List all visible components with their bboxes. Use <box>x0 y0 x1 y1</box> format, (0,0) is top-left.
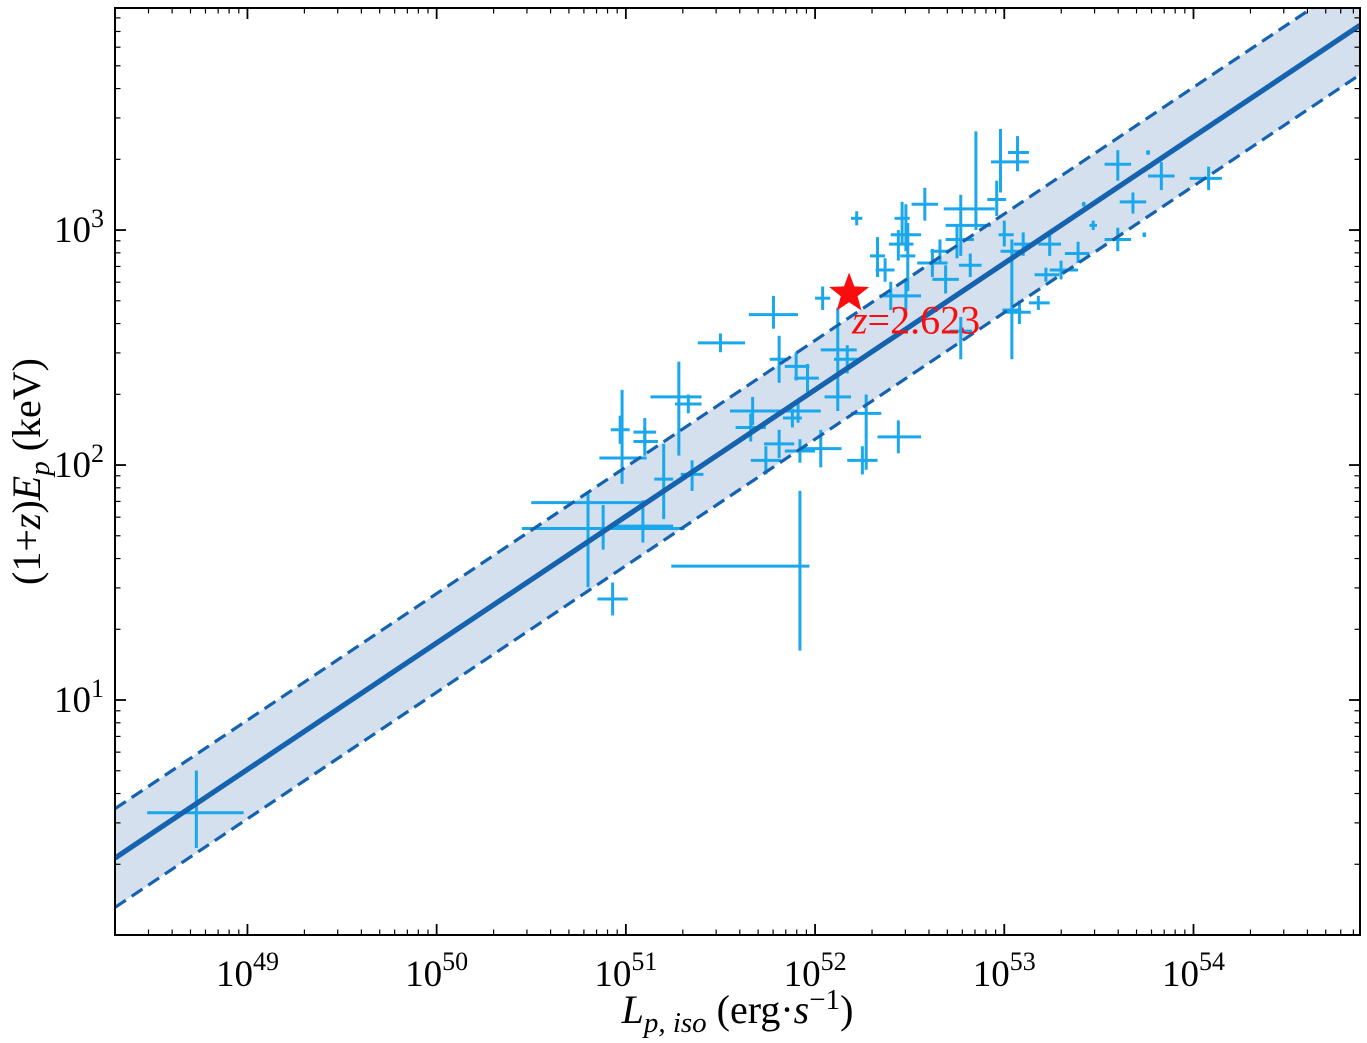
plot-area <box>115 8 1360 909</box>
error-bar-point <box>1064 241 1090 263</box>
target-star <box>829 272 870 311</box>
y-tick-label: 101 <box>54 674 104 721</box>
error-bar-point <box>949 317 973 360</box>
error-bar-point <box>890 204 922 252</box>
error-bar-point <box>1089 220 1097 231</box>
error-bar-point <box>697 333 746 353</box>
error-bar-point <box>1049 260 1079 280</box>
error-bar-point <box>851 211 863 226</box>
error-bar-point <box>1008 136 1029 172</box>
error-bar-point <box>958 253 982 278</box>
error-bar-point <box>748 295 799 329</box>
x-axis-label: Lp, iso (erg·s−1) <box>621 984 854 1039</box>
error-bar-point <box>911 187 939 221</box>
error-bar-point <box>1006 300 1031 325</box>
error-bar-point <box>1104 227 1132 252</box>
y-tick-label: 102 <box>54 439 104 486</box>
error-bar-point <box>1104 150 1132 181</box>
error-bar-point <box>847 446 878 475</box>
error-bar-point <box>987 180 1007 216</box>
error-bar-point <box>1034 267 1060 282</box>
y-tick-label: 103 <box>54 204 104 251</box>
error-bar-point <box>900 223 916 292</box>
error-bar-point <box>597 582 628 616</box>
error-bar-point <box>784 352 810 381</box>
lower-dashed-line <box>115 73 1360 909</box>
x-tick-label: 1054 <box>1162 947 1225 995</box>
upper-dashed-line <box>115 8 1315 811</box>
error-bar-point <box>1038 232 1062 256</box>
error-bar-point <box>1148 161 1175 191</box>
plot-border <box>114 7 1361 936</box>
error-bar-point <box>991 129 1029 193</box>
error-bar-point <box>671 490 810 651</box>
error-bar-point <box>633 418 657 447</box>
error-bar-point <box>794 363 819 393</box>
redshift-annotation: z=2.623 <box>851 297 980 342</box>
error-bar-point <box>763 429 795 458</box>
error-bar-point <box>729 396 776 426</box>
error-bar-point <box>815 286 831 310</box>
y-axis-label: (1+z)Ep (keV) <box>4 358 56 585</box>
error-bar-point <box>875 258 895 282</box>
x-tick-label: 1051 <box>594 947 657 995</box>
error-bar-point <box>824 382 852 411</box>
axis-ticks <box>114 8 1360 936</box>
x-tick-label: 1052 <box>784 947 847 995</box>
error-bar-point <box>750 446 782 475</box>
error-bar-point <box>147 770 244 849</box>
error-bar-point <box>1081 201 1086 207</box>
error-bar-point <box>820 307 857 397</box>
error-bar-point <box>943 131 995 231</box>
error-bar-point <box>654 443 674 520</box>
error-bar-point <box>1119 192 1147 214</box>
error-bar-point <box>650 361 702 456</box>
error-bar-point <box>890 281 922 310</box>
error-bar-point <box>945 194 992 256</box>
error-bar-point <box>1146 150 1150 155</box>
error-bar-point <box>932 265 959 294</box>
x-tick-label: 1049 <box>216 947 279 995</box>
error-bar-point <box>877 420 922 454</box>
error-bar-point <box>610 415 630 444</box>
confidence-band <box>115 8 1360 908</box>
x-tick-label: 1053 <box>973 947 1036 995</box>
error-bar-point <box>675 394 702 414</box>
best-fit-line <box>115 23 1360 861</box>
error-bar-point <box>998 220 1014 247</box>
x-tick-label: 1050 <box>405 947 468 995</box>
error-bar-point <box>1028 295 1050 310</box>
error-bar-point <box>1142 232 1147 238</box>
